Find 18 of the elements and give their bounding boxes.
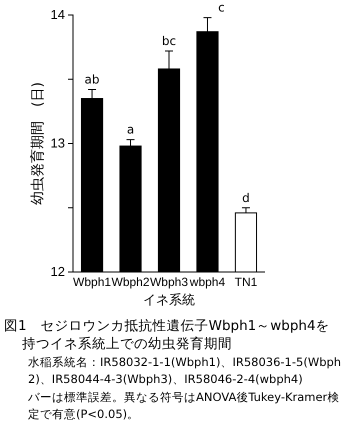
annotation: a — [126, 122, 134, 137]
y-axis-title: 幼虫発育期間 (日) — [29, 82, 46, 205]
y-tick-label: 14 — [50, 7, 65, 22]
annotation: d — [242, 190, 250, 205]
y-tick-label: 13 — [50, 136, 65, 151]
annotation: ab — [84, 72, 100, 87]
x-axis-title: イネ系統 — [143, 293, 195, 308]
text: 図1 セジロウンカ抵抗性遺伝子Wbph1～wbph4を持つイネ系統上での幼虫発育期間 — [4, 318, 330, 352]
x-tick-label: Wbph1 — [73, 274, 112, 289]
annotation: bc — [162, 34, 176, 48]
annotation: c — [218, 0, 225, 15]
x-tick-label: Wbph3 — [150, 274, 188, 289]
x-tick-label: TN1 — [234, 274, 258, 289]
text: 水稲系統名：IR58032-1-1(Wbph1)、IR58036-1-5(Wbph2)、IR58044-4-3(Wbph3)、IR58046-2-4(wbph4) — [28, 355, 342, 386]
text: バーは標準誤差。異なる符号はANOVA後Tukey-Kramer検定で有意(P<0.05)。 — [27, 390, 340, 421]
y-tick-label: 12 — [50, 264, 65, 280]
x-tick-label: Wbph2 — [112, 274, 150, 289]
x-tick-label: wbph4 — [188, 274, 226, 289]
